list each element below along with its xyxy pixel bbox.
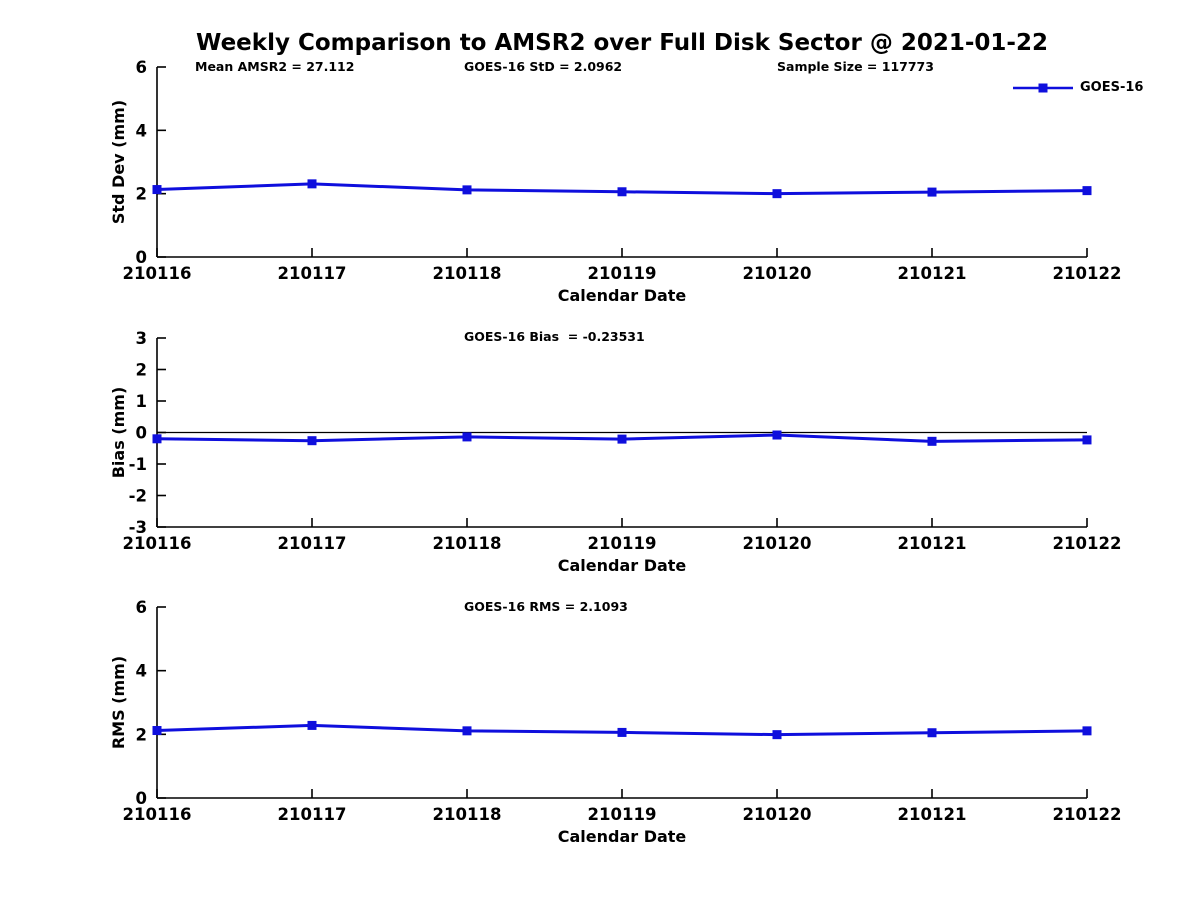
data-point (927, 436, 937, 446)
data-point (462, 726, 472, 736)
data-point (772, 730, 782, 740)
y-tick-label: 0 (136, 789, 147, 808)
data-point (307, 436, 317, 446)
data-point (152, 185, 162, 195)
y-axis-label-1: Std Dev (mm) (109, 100, 128, 224)
x-tick-label: 210121 (898, 534, 967, 553)
data-point (927, 728, 937, 738)
data-point (1082, 726, 1092, 736)
y-tick-label: 2 (136, 361, 147, 380)
legend-label: GOES-16 (1080, 80, 1144, 95)
data-point (1082, 435, 1092, 445)
y-tick-label: 0 (136, 424, 147, 443)
data-point (617, 727, 627, 737)
x-axis-label-1: Calendar Date (558, 286, 687, 305)
annotation-mean-amsr2: Mean AMSR2 = 27.112 (195, 59, 355, 74)
y-tick-label: 4 (136, 121, 147, 140)
data-point (772, 189, 782, 199)
x-tick-label: 210117 (278, 534, 347, 553)
data-point (772, 430, 782, 440)
data-point (1082, 186, 1092, 196)
legend: GOES-16 (1012, 80, 1143, 95)
y-tick-label: 4 (136, 662, 147, 681)
legend-line-marker-icon (1013, 83, 1073, 92)
y-tick-label: 2 (136, 725, 147, 744)
y-tick-label: 0 (136, 248, 147, 267)
y-tick-label: 2 (136, 185, 147, 204)
data-point (307, 179, 317, 189)
data-point (462, 185, 472, 195)
x-tick-label: 210122 (1053, 264, 1122, 283)
x-tick-label: 210122 (1053, 805, 1122, 824)
annotation-goes-bias: GOES-16 Bias = -0.23531 (464, 329, 645, 344)
x-tick-label: 210120 (743, 534, 812, 553)
x-tick-label: 210119 (588, 805, 657, 824)
y-tick-label: 6 (136, 58, 147, 77)
x-tick-label: 210120 (743, 264, 812, 283)
x-tick-label: 210117 (278, 264, 347, 283)
x-tick-label: 210116 (123, 805, 192, 824)
y-tick-label: 3 (136, 329, 147, 348)
x-tick-label: 210121 (898, 264, 967, 283)
data-point (152, 726, 162, 736)
data-point (152, 434, 162, 444)
y-axis-label-3: RMS (mm) (109, 656, 128, 749)
x-tick-label: 210118 (433, 805, 502, 824)
annotation-goes-std: GOES-16 StD = 2.0962 (464, 59, 623, 74)
y-tick-label: -2 (129, 487, 147, 506)
x-tick-label: 210119 (588, 534, 657, 553)
x-axis-label-2: Calendar Date (558, 556, 687, 575)
y-tick-label: -1 (129, 455, 147, 474)
data-point (307, 720, 317, 730)
data-point (927, 187, 937, 197)
data-point (617, 187, 627, 197)
figure-title: Weekly Comparison to AMSR2 over Full Dis… (196, 30, 1048, 56)
x-tick-label: 210117 (278, 805, 347, 824)
x-tick-label: 210119 (588, 264, 657, 283)
x-tick-label: 210116 (123, 264, 192, 283)
x-tick-label: 210118 (433, 534, 502, 553)
annotation-sample-size: Sample Size = 117773 (777, 59, 934, 74)
y-tick-label: 1 (136, 392, 147, 411)
y-tick-label: 6 (136, 598, 147, 617)
y-axis-label-2: Bias (mm) (109, 387, 128, 479)
x-tick-label: 210122 (1053, 534, 1122, 553)
y-tick-label: -3 (129, 518, 147, 537)
x-tick-label: 210116 (123, 534, 192, 553)
x-tick-label: 210120 (743, 805, 812, 824)
x-axis-label-3: Calendar Date (558, 827, 687, 846)
x-tick-label: 210118 (433, 264, 502, 283)
data-point (617, 434, 627, 444)
annotation-goes-rms: GOES-16 RMS = 2.1093 (464, 599, 628, 614)
x-tick-label: 210121 (898, 805, 967, 824)
data-point (462, 432, 472, 442)
